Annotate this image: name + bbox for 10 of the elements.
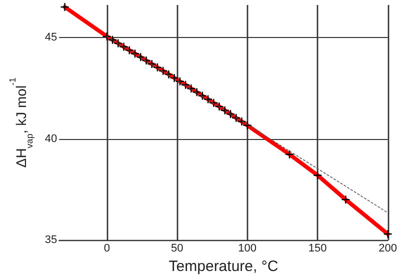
x-tick-label: 100 <box>238 242 257 255</box>
y-tick-label: 45 <box>44 31 58 44</box>
x-tick-label: 50 <box>171 242 184 255</box>
x-tick-label: 150 <box>308 242 327 255</box>
x-tick-label: 200 <box>378 242 398 255</box>
y-tick-label: 35 <box>44 234 58 246</box>
y-tick-label: 40 <box>44 132 58 145</box>
y-axis-title: ΔHvap, kJ mol-1 <box>8 77 34 168</box>
x-axis-title: Temperature, °C <box>168 258 278 275</box>
x-tick-label: 0 <box>104 242 110 255</box>
